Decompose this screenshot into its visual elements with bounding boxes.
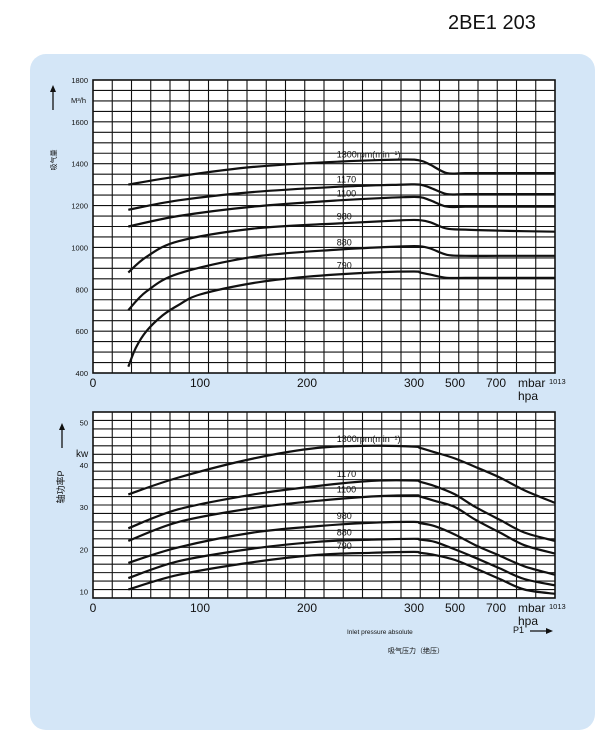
chart2-y-tick-label: 10 [80,588,88,597]
model-title: 2BE1 203 [448,12,536,34]
chart2-series-line [127,494,556,555]
chart1-series-label: 790 [337,261,352,271]
power-ylabel: 轴功率P [55,470,66,503]
chart1-x-tick-label: 200 [297,376,317,390]
chart2-series-label: 790 [337,541,352,551]
chart1-series-line [128,183,555,211]
chart1-x-tick-label: 700 [486,376,506,390]
chart2-x-axis-unit-mbar: mbar [518,601,545,615]
chart1-x-tick-label: 0 [90,376,97,390]
p1-label: P1 [513,625,524,635]
chart2-series-label: 1170 [337,469,356,479]
chart1-y-tick-label: 1400 [71,160,88,169]
chart1-y-tick-label: 600 [75,327,88,336]
chart1-y-tick-label: 800 [75,285,88,294]
chart1-series-label: 1300rpm(min⁻¹) [337,150,401,160]
inlet-pressure-label: Inlet pressure absolute [347,629,413,636]
power-axis-arrowhead [59,423,65,430]
power-unit-label: kw [76,449,89,460]
chart1-series-line [127,244,555,311]
chart1-x-end-label: 1013 [549,377,566,386]
chart1-y-tick-label: 400 [75,369,88,378]
chart1-series-line [128,158,555,186]
chart1-series-line [127,218,556,274]
chart2-y-tick-label: 40 [80,461,88,470]
chart2-x-tick-label: 500 [445,601,465,615]
inlet-pressure-label-cn: 吸气压力（绝压） [388,646,444,655]
chart1-x-axis-unit-hpa: hpa [518,389,538,403]
chart1-y-tick-label: 1800 [71,76,88,85]
chart1-series-label: 1100 [337,188,356,198]
chart2-x-tick-label: 100 [190,601,210,615]
chart2-series-line [127,479,556,542]
chart2-y-tick-label: 50 [80,419,88,428]
chart2-x-tick-label: 200 [297,601,317,615]
chart1-x-tick-label: 500 [445,376,465,390]
chart2-series-line [127,537,556,587]
chart1-x-axis-unit-mbar: mbar [518,376,545,390]
chart2-series-label: 1300rpm(min⁻¹) [337,434,401,444]
chart2-series-line [127,520,556,576]
chart2-x-tick-label: 700 [486,601,506,615]
chart2-series-line [127,550,556,595]
chart1-y-tick-label: 1000 [71,243,88,252]
chart2-series-line [127,444,556,504]
chart2-y-tick-label: 20 [80,545,88,554]
flow-axis-arrowhead [50,85,56,92]
chart1-series-label: 980 [337,211,352,221]
chart1-y-tick-label: 1600 [71,118,88,127]
chart2-x-tick-label: 300 [404,601,424,615]
chart2-x-tick-label: 0 [90,601,97,615]
chart1-x-tick-label: 100 [190,376,210,390]
chart1-series-label: 880 [337,238,352,248]
chart1-series-line [127,270,555,368]
chart1-series-label: 1170 [337,175,356,185]
flow-ylabel: 吸气量 [49,150,58,171]
flow-unit-label: M³/h [71,96,86,105]
chart1-x-tick-label: 300 [404,376,424,390]
chart1-series-line [128,195,555,228]
chart2-x-end-label: 1013 [549,602,566,611]
chart2-series-label: 980 [337,511,352,521]
chart2-x-axis-unit-hpa: hpa [518,614,538,628]
chart2-series-label: 1100 [337,485,356,495]
chart2-y-tick-label: 30 [80,503,88,512]
p1-arrowhead [546,628,553,634]
chart1-y-tick-label: 1200 [71,202,88,211]
chart2-series-label: 880 [337,528,352,538]
